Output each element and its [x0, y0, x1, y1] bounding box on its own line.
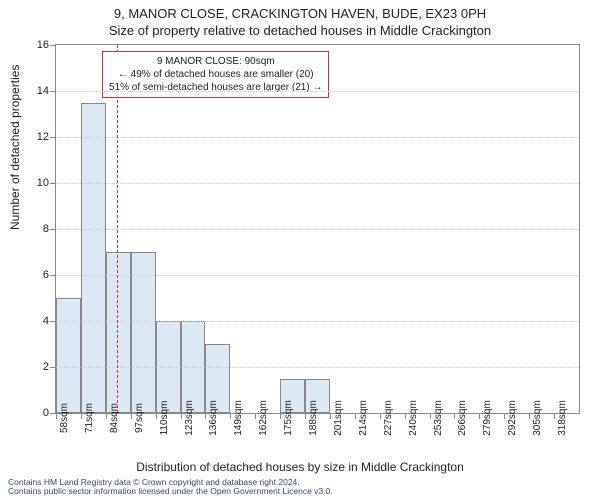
- histogram-bar: [56, 298, 81, 413]
- histogram-bar: [131, 252, 156, 413]
- x-tick-label: 227sqm: [383, 400, 394, 436]
- x-tick-label: 240sqm: [408, 400, 419, 436]
- gridline: [56, 275, 579, 276]
- x-tick-mark: [305, 414, 306, 419]
- x-tick-label: 318sqm: [557, 400, 568, 436]
- x-tick-mark: [454, 414, 455, 419]
- annotation-line: 51% of semi-detached houses are larger (…: [109, 81, 322, 94]
- x-tick-label: 123sqm: [184, 400, 195, 436]
- x-tick-label: 201sqm: [333, 400, 344, 436]
- x-tick-label: 253sqm: [433, 400, 444, 436]
- x-tick-mark: [205, 414, 206, 419]
- y-tick-mark: [50, 229, 55, 230]
- y-tick-label: 10: [29, 177, 49, 189]
- x-tick-mark: [405, 414, 406, 419]
- x-tick-label: 110sqm: [159, 401, 170, 436]
- y-tick-label: 8: [29, 223, 49, 235]
- x-tick-label: 279sqm: [482, 400, 493, 436]
- y-tick-mark: [50, 137, 55, 138]
- x-tick-mark: [380, 414, 381, 419]
- x-tick-label: 214sqm: [358, 400, 369, 436]
- x-tick-label: 71sqm: [84, 403, 95, 433]
- gridline: [56, 183, 579, 184]
- footer-attribution: Contains HM Land Registry data © Crown c…: [8, 478, 333, 497]
- y-tick-mark: [50, 413, 55, 414]
- x-tick-label: 175sqm: [283, 400, 294, 436]
- x-tick-label: 97sqm: [134, 403, 145, 433]
- x-tick-mark: [56, 414, 57, 419]
- x-tick-mark: [181, 414, 182, 419]
- x-tick-mark: [330, 414, 331, 419]
- y-tick-label: 2: [29, 361, 49, 373]
- title-line-1: 9, MANOR CLOSE, CRACKINGTON HAVEN, BUDE,…: [0, 0, 600, 21]
- y-tick-label: 4: [29, 315, 49, 327]
- x-tick-mark: [504, 414, 505, 419]
- x-axis-label: Distribution of detached houses by size …: [0, 460, 600, 474]
- y-tick-label: 0: [29, 407, 49, 419]
- y-tick-mark: [50, 321, 55, 322]
- y-tick-label: 16: [29, 39, 49, 51]
- x-tick-mark: [131, 414, 132, 419]
- x-tick-mark: [479, 414, 480, 419]
- y-tick-mark: [50, 367, 55, 368]
- gridline: [56, 137, 579, 138]
- gridline: [56, 91, 579, 92]
- y-tick-mark: [50, 183, 55, 184]
- x-tick-mark: [81, 414, 82, 419]
- x-tick-mark: [554, 414, 555, 419]
- x-tick-label: 58sqm: [59, 403, 70, 433]
- gridline: [56, 367, 579, 368]
- title-line-2: Size of property relative to detached ho…: [0, 21, 600, 38]
- y-tick-mark: [50, 45, 55, 46]
- annotation-line: 9 MANOR CLOSE: 90sqm: [109, 55, 322, 68]
- y-axis-label: Number of detached properties: [8, 65, 22, 230]
- x-tick-label: 188sqm: [308, 400, 319, 436]
- y-tick-label: 6: [29, 269, 49, 281]
- y-tick-label: 12: [29, 131, 49, 143]
- x-tick-label: 84sqm: [109, 403, 120, 433]
- annotation-line: ← 49% of detached houses are smaller (20…: [109, 68, 322, 81]
- x-tick-label: 162sqm: [258, 400, 269, 436]
- x-tick-mark: [156, 414, 157, 419]
- y-tick-label: 14: [29, 85, 49, 97]
- x-tick-mark: [355, 414, 356, 419]
- x-tick-mark: [430, 414, 431, 419]
- x-tick-label: 266sqm: [457, 400, 468, 436]
- y-tick-mark: [50, 91, 55, 92]
- x-tick-mark: [280, 414, 281, 419]
- x-tick-label: 305sqm: [532, 400, 543, 436]
- x-tick-mark: [529, 414, 530, 419]
- x-tick-label: 292sqm: [507, 400, 518, 436]
- y-tick-mark: [50, 275, 55, 276]
- x-tick-mark: [230, 414, 231, 419]
- footer-line: Contains public sector information licen…: [8, 487, 333, 496]
- gridline: [56, 229, 579, 230]
- gridline: [56, 321, 579, 322]
- x-tick-mark: [255, 414, 256, 419]
- x-tick-mark: [106, 414, 107, 419]
- chart-container: 9, MANOR CLOSE, CRACKINGTON HAVEN, BUDE,…: [0, 0, 600, 500]
- plot-area: 9 MANOR CLOSE: 90sqm ← 49% of detached h…: [55, 44, 580, 414]
- x-tick-label: 136sqm: [208, 400, 219, 436]
- x-tick-label: 149sqm: [233, 400, 244, 436]
